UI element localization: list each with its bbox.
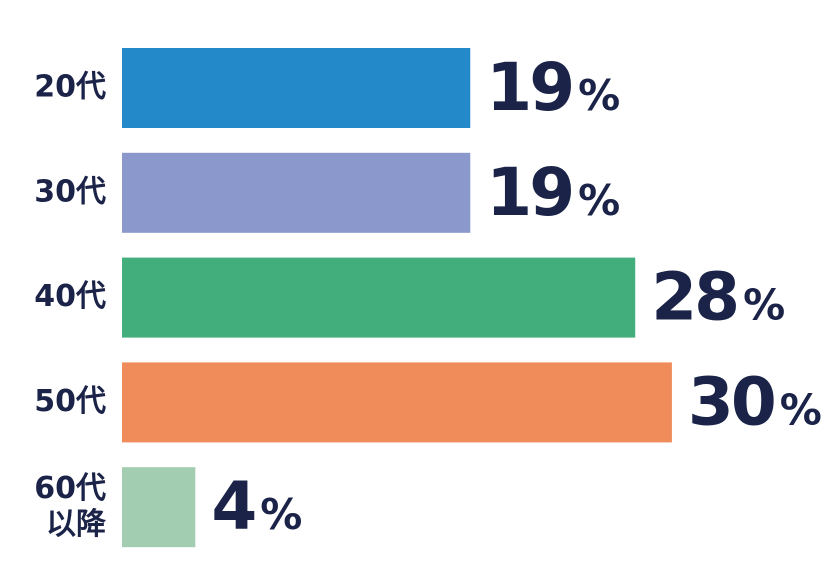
bar [122, 48, 471, 128]
value-label: 30% [688, 363, 821, 440]
value-label: 19% [486, 49, 619, 126]
bar [122, 152, 471, 233]
bar [122, 257, 636, 338]
category-label: 40代 [34, 279, 106, 314]
value-label: 19% [486, 154, 619, 231]
category-label: 50代 [34, 384, 106, 419]
category-label: 20代 [34, 70, 106, 105]
category-label: 30代 [34, 174, 106, 209]
value-label: 28% [651, 259, 784, 336]
bar [122, 467, 196, 548]
value-label: 4% [211, 468, 301, 545]
category-label: 60代以降 [34, 471, 107, 542]
bar [122, 362, 672, 443]
